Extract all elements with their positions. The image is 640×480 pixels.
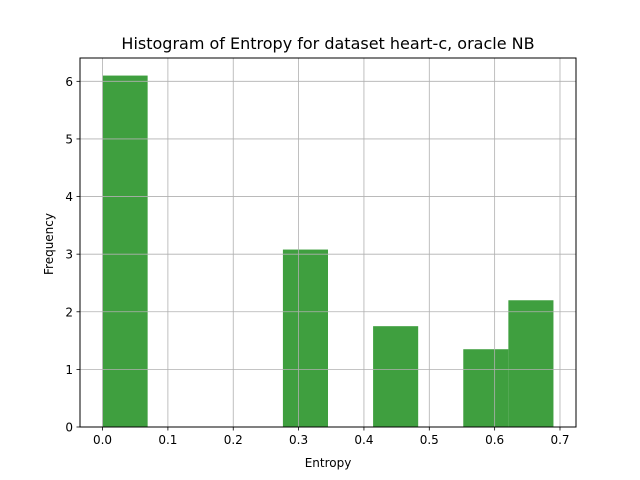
x-tick-label: 0.6: [485, 433, 504, 447]
histogram-bar-9: [508, 300, 554, 427]
y-tick-label: 3: [65, 248, 73, 262]
x-axis-label: Entropy: [305, 456, 352, 470]
y-axis-label: Frequency: [42, 213, 56, 275]
x-tick-label: 0.7: [550, 433, 569, 447]
x-tick-label: 0.4: [354, 433, 373, 447]
x-tick-label: 0.2: [224, 433, 243, 447]
x-tick-label: 0.1: [158, 433, 177, 447]
y-tick-label: 2: [65, 305, 73, 319]
x-tick-label: 0.3: [289, 433, 308, 447]
y-tick-label: 5: [65, 132, 73, 146]
x-tick-label: 0.5: [420, 433, 439, 447]
histogram-bar-4: [282, 249, 328, 427]
y-tick-label: 0: [65, 421, 73, 435]
histogram-bar-6: [373, 326, 419, 427]
y-tick-label: 1: [65, 363, 73, 377]
x-tick-label: 0.0: [93, 433, 112, 447]
histogram-bar-0: [102, 75, 148, 428]
bars: [102, 75, 554, 428]
y-tick-label: 6: [65, 75, 73, 89]
chart-title: Histogram of Entropy for dataset heart-c…: [121, 34, 534, 53]
ticks: 0.0 0.1 0.2 0.3 0.4 0.5 0.6 0.7 0 1 2 3 4 5 6: [65, 75, 569, 447]
plot-frame: [79, 57, 577, 428]
histogram-bar-8: [463, 349, 509, 427]
y-tick-label: 4: [65, 190, 73, 204]
